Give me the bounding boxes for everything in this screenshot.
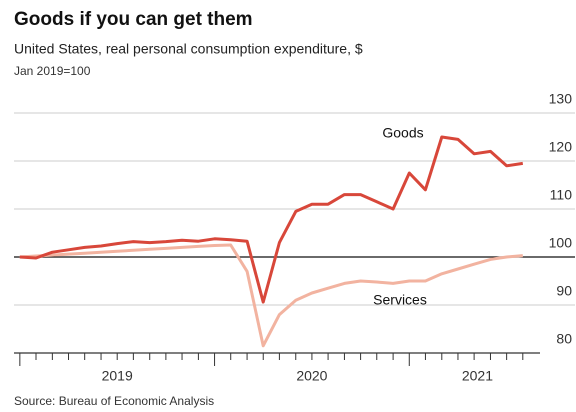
- x-tick-label: 2019: [102, 368, 133, 384]
- y-tick-label: 90: [556, 283, 572, 299]
- chart-source: Source: Bureau of Economic Analysis: [14, 394, 214, 408]
- chart-note: Jan 2019=100: [14, 64, 91, 78]
- series-label: Services: [373, 292, 427, 308]
- y-tick-label: 110: [550, 187, 573, 203]
- x-tick-label: 2021: [462, 368, 493, 384]
- y-tick-label: 130: [549, 91, 573, 107]
- x-tick-label: 2020: [296, 368, 327, 384]
- chart-title: Goods if you can get them: [14, 9, 253, 30]
- chart-subtitle: United States, real personal consumption…: [14, 41, 363, 57]
- series-line: [19, 243, 523, 348]
- series-label: Goods: [382, 125, 423, 141]
- y-tick-label: 120: [549, 139, 573, 155]
- y-tick-label: 80: [556, 331, 572, 347]
- series-line: [19, 135, 524, 304]
- y-tick-label: 100: [549, 235, 573, 251]
